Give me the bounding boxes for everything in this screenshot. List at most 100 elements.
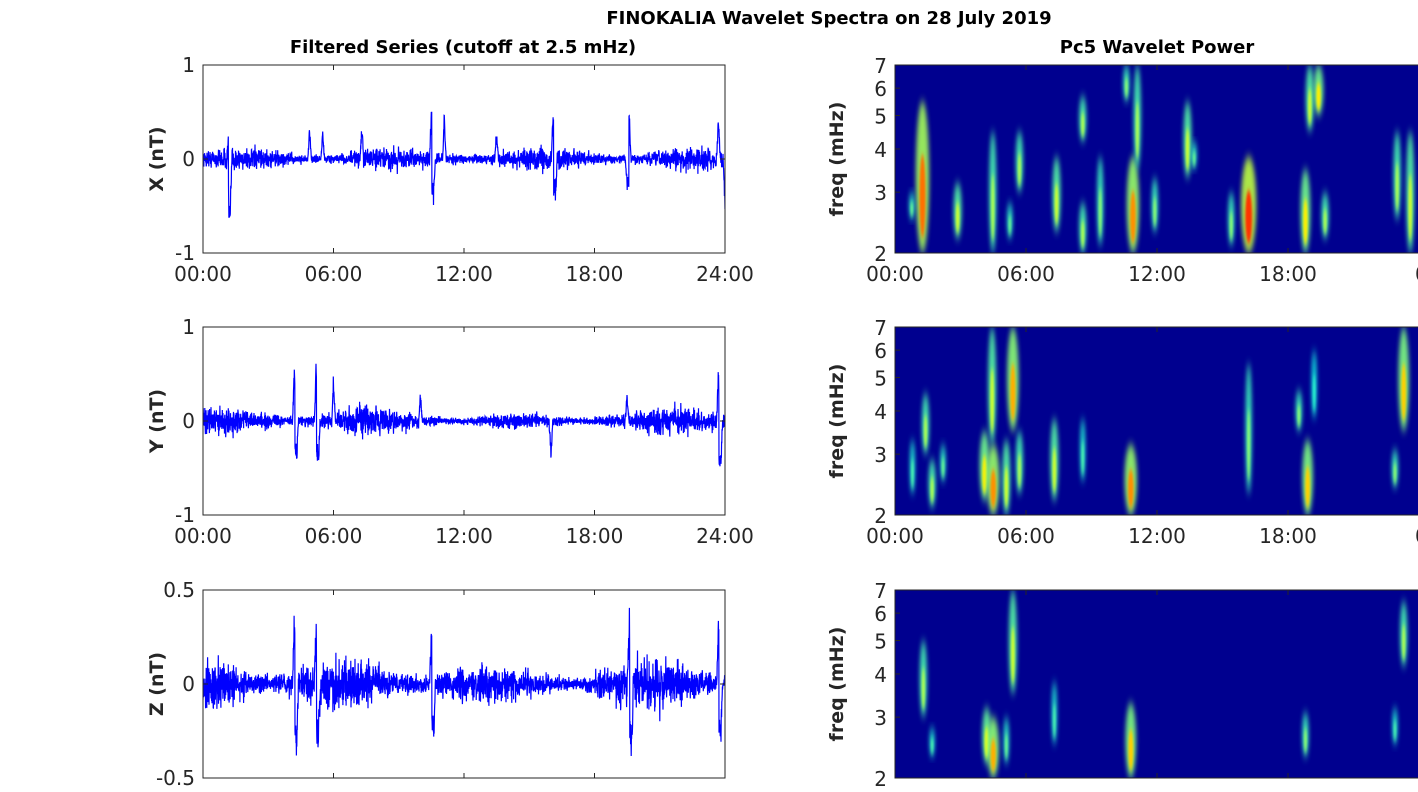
power-feature-core	[1017, 453, 1022, 488]
y-tick-label: 0	[182, 409, 195, 433]
power-feature-core	[1153, 196, 1157, 227]
power-feature-core	[910, 201, 914, 217]
power-feature-core	[1081, 111, 1085, 138]
power-feature-core	[1052, 447, 1057, 493]
power-feature-core	[991, 173, 995, 241]
series-line-y	[203, 363, 725, 467]
x-tick-label: 18:00	[566, 524, 624, 548]
power-feature-core	[1127, 469, 1134, 508]
x-tick-label: 06:00	[305, 262, 363, 286]
y-axis-label: freq (mHz)	[826, 364, 848, 479]
x-tick-label: 00:00	[174, 262, 232, 286]
wavelet-panel-x: 2 3 4 5 67 00:00 06:00 12:00 18:00 00 freq (mHz)	[826, 54, 1418, 286]
power-feature-core	[1098, 187, 1102, 237]
y-axis-label: Y (nT)	[146, 389, 168, 454]
y-tick-label: -0.5	[156, 766, 195, 788]
power-feature-core	[1323, 208, 1327, 235]
power-feature-core	[1402, 624, 1406, 661]
y-tick-label: 1	[182, 315, 195, 339]
y-tick-label: 2	[874, 504, 887, 528]
power-feature-core	[1303, 198, 1308, 245]
series-line-x	[203, 111, 725, 218]
x-tick-label: 00:00	[174, 524, 232, 548]
x-tick-label: 00:00	[866, 524, 924, 548]
y-tick-label: 2	[874, 242, 887, 266]
power-feature-core	[1408, 173, 1413, 241]
x-tick-label: 24:00	[696, 524, 754, 548]
power-feature-core	[1308, 88, 1312, 125]
power-feature-core	[1192, 151, 1196, 167]
y-tick-label: 7	[874, 579, 887, 603]
y-axis-label: freq (mHz)	[826, 627, 848, 742]
y-axis-label: freq (mHz)	[826, 102, 848, 217]
y-axis-label: Z (nT)	[146, 652, 168, 716]
power-feature-core	[1010, 363, 1016, 421]
power-map	[909, 65, 1415, 253]
y-tick-label: 0	[182, 147, 195, 171]
power-feature-core	[1135, 101, 1139, 159]
power-feature-core	[1185, 128, 1190, 171]
power-feature-core	[1316, 82, 1321, 111]
y-tick-label: 2	[874, 767, 887, 788]
series-line-z	[203, 607, 725, 757]
x-tick-label: 00	[1415, 524, 1418, 548]
x-tick-label: 12:00	[435, 262, 493, 286]
power-feature-core	[1128, 729, 1134, 771]
power-feature-core	[1305, 466, 1311, 508]
y-tick-label: 4	[874, 663, 887, 687]
power-feature-core	[1054, 183, 1059, 225]
y-tick-label: 7	[874, 316, 887, 340]
y-tick-label: 4	[874, 400, 887, 424]
power-feature-core	[1245, 190, 1253, 244]
power-feature-core	[911, 458, 914, 489]
power-feature-core	[990, 469, 997, 508]
figure-title: FINOKALIA Wavelet Spectra on 28 July 201…	[606, 8, 1051, 29]
x-tick-label: 00:00	[866, 262, 924, 286]
x-tick-label: 00	[1415, 262, 1418, 286]
power-feature-core	[1081, 220, 1085, 248]
y-tick-label: 6	[874, 602, 887, 626]
power-feature-core	[930, 737, 934, 755]
y-tick-label: 4	[874, 138, 887, 162]
y-tick-label: 3	[874, 181, 887, 205]
plot-area	[895, 327, 1418, 515]
power-feature-core	[990, 738, 996, 772]
x-tick-label: 12:00	[1128, 524, 1186, 548]
power-feature-core	[921, 667, 926, 710]
power-feature-core	[1011, 626, 1015, 684]
power-feature-core	[1313, 374, 1316, 412]
timeseries-panel-y: -1 0 1 00:00 06:00 12:00 18:00 24:00 Y (nT)	[146, 315, 754, 548]
power-feature-core	[1125, 77, 1128, 98]
y-tick-label: -1	[175, 503, 195, 527]
y-tick-label: 5	[874, 104, 887, 128]
power-feature-core	[1229, 210, 1233, 241]
power-feature-core	[1401, 363, 1407, 421]
left-column-title: Filtered Series (cutoff at 2.5 mHz)	[290, 37, 636, 58]
timeseries-panel-x: -1 0 1 00:00 06:00 12:00 18:00 24:00 X (nT)	[146, 53, 754, 286]
y-tick-label: 5	[874, 366, 887, 390]
power-map	[909, 327, 1410, 515]
timeseries-panel-z: -0.5 0 0.5 Z (nT)	[146, 578, 726, 790]
power-feature-core	[1247, 408, 1251, 481]
y-axis-label: X (nT)	[146, 126, 168, 191]
power-feature-core	[1053, 703, 1056, 739]
y-tick-label: 3	[874, 443, 887, 467]
power-feature-core	[941, 457, 945, 478]
power-feature-core	[1393, 462, 1397, 484]
power-feature-core	[955, 202, 960, 234]
x-tick-label: 12:00	[435, 524, 493, 548]
power-feature-core	[930, 476, 934, 503]
plot-area	[895, 590, 1418, 778]
power-feature-core	[1393, 720, 1397, 741]
y-tick-label: 3	[874, 706, 887, 730]
power-feature-core	[1008, 215, 1012, 236]
x-tick-label: 18:00	[1259, 524, 1317, 548]
power-feature-core	[919, 154, 926, 238]
power-feature-core	[982, 455, 987, 494]
x-tick-label: 18:00	[566, 262, 624, 286]
y-tick-label: 1	[182, 53, 195, 77]
y-tick-label: 0.5	[163, 578, 195, 602]
wavelet-panel-y: 2 3 4 5 67 00:00 06:00 12:00 18:00 00 freq (mHz)	[826, 316, 1418, 548]
y-tick-label: 5	[874, 629, 887, 653]
power-feature-core	[990, 368, 994, 433]
